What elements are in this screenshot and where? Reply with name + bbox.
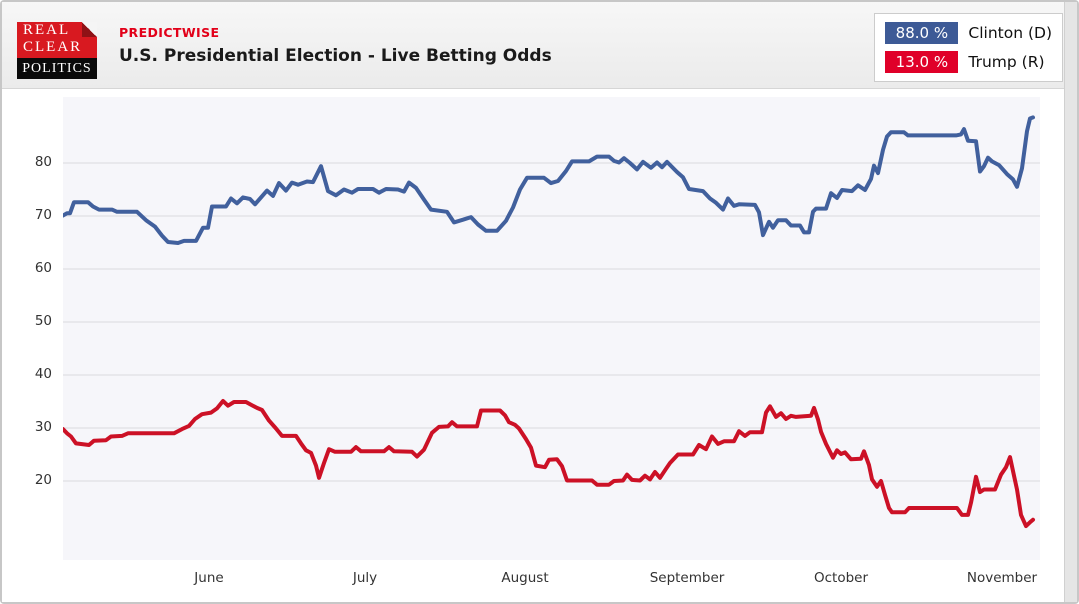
chart-area: 80 70 60 50 40 30 20 June July August September Oc…: [2, 89, 1077, 602]
logo-text-politics: POLITICS: [17, 58, 97, 79]
x-tick-label-november: November: [966, 570, 1038, 586]
line-plot: [63, 97, 1040, 560]
chart-title: U.S. Presidential Election - Live Bettin…: [119, 46, 552, 66]
x-tick-label-july: July: [352, 570, 378, 586]
right-gutter: [1064, 2, 1077, 602]
legend-row-trump: 13.0 % Trump (R): [885, 51, 1052, 73]
y-tick-label-30: 30: [34, 419, 52, 435]
y-tick-label-70: 70: [34, 207, 52, 223]
x-tick-label-august: August: [501, 570, 549, 586]
trump-legend-label: Trump (R): [968, 53, 1045, 71]
trump-odds-badge: 13.0 %: [885, 51, 959, 73]
y-tick-label-80: 80: [34, 154, 52, 170]
x-tick-label-june: June: [194, 570, 224, 586]
series-line-trump-r: [63, 399, 1035, 529]
legend: 88.0 % Clinton (D) 13.0 % Trump (R): [874, 13, 1063, 82]
x-tick-label-october: October: [813, 570, 869, 586]
y-tick-label-60: 60: [34, 260, 52, 276]
y-tick-label-40: 40: [34, 366, 52, 382]
logo-text-clear: CLEAR: [23, 39, 83, 55]
rcp-logo[interactable]: REAL CLEAR POLITICS: [17, 22, 97, 79]
clinton-odds-badge: 88.0 %: [885, 22, 959, 44]
source-label: PREDICTWISE: [119, 25, 220, 40]
y-tick-label-20: 20: [34, 472, 52, 488]
logo-text-real: REAL: [23, 22, 71, 38]
logo-fold-corner: [82, 22, 97, 37]
plot-background: [63, 97, 1040, 560]
x-tick-label-september: September: [649, 570, 725, 586]
clinton-legend-label: Clinton (D): [968, 24, 1052, 42]
legend-row-clinton: 88.0 % Clinton (D): [885, 22, 1052, 44]
y-tick-label-50: 50: [34, 313, 52, 329]
series-line-clinton-d: [63, 115, 1035, 245]
